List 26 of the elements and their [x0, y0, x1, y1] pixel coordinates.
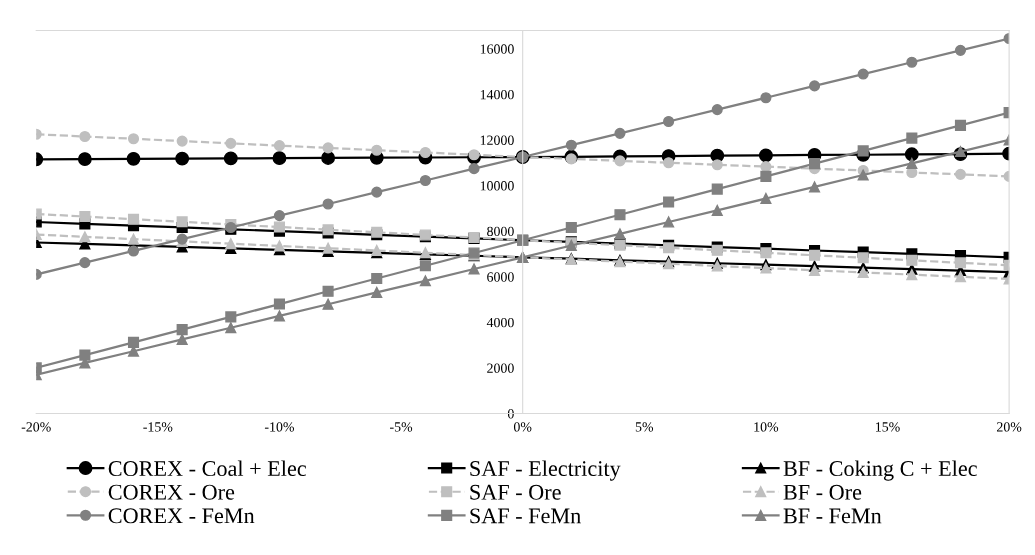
x-tick-label: 0% — [513, 422, 532, 432]
x-tick-label: -15% — [143, 422, 173, 432]
x-tick-label: 15% — [876, 422, 900, 432]
legend-label: COREX - Ore — [108, 484, 235, 500]
y-tick-label: 10000 — [480, 181, 514, 191]
legend-label: COREX - Coal + Elec — [108, 460, 306, 477]
x-tick-label: -10% — [264, 422, 295, 432]
y-tick-label: 4000 — [486, 317, 514, 328]
legend-label: COREX - FeMn — [108, 508, 255, 524]
x-tick-label: -5% — [390, 422, 413, 432]
legend-label: BF - Ore — [783, 484, 862, 500]
x-tick-label: -20% — [21, 422, 51, 432]
y-tick-label: 8000 — [487, 226, 514, 237]
x-tick-label: 10% — [754, 422, 779, 432]
legend-label: BF - Coking C + Elec — [783, 460, 977, 481]
y-tick-label: 2000 — [487, 363, 514, 373]
y-tick-label: 12000 — [480, 135, 514, 145]
legend-label: SAF - FeMn — [470, 508, 581, 524]
y-tick-label: 6000 — [487, 272, 514, 282]
y-tick-label: 16000 — [480, 44, 514, 54]
legend-label: SAF - Ore — [470, 484, 561, 500]
y-tick-label: 14000 — [480, 89, 514, 100]
legend-label: SAF - Electricity — [470, 460, 621, 481]
x-tick-label: 5% — [635, 422, 654, 432]
x-tick-label: 20% — [997, 422, 1022, 432]
legend-label: BF - FeMn — [783, 508, 882, 524]
